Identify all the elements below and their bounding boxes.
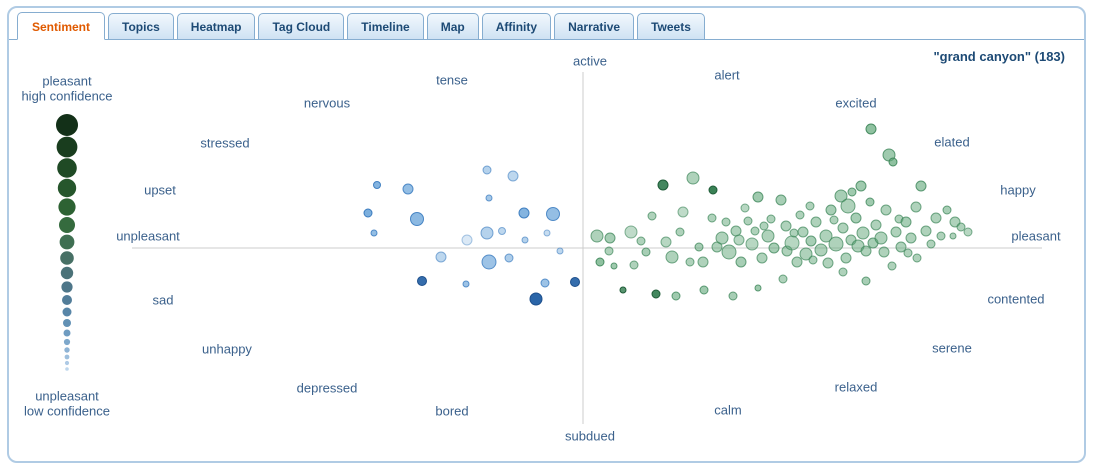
tab-sentiment[interactable]: Sentiment bbox=[17, 12, 106, 40]
tab-tweets[interactable]: Tweets bbox=[637, 13, 705, 40]
tab-topics[interactable]: Topics bbox=[108, 13, 174, 40]
panel: Sentiment Topics Heatmap Tag Cloud Timeline M… bbox=[7, 6, 1086, 463]
tab-narrative[interactable]: Narrative bbox=[554, 13, 635, 40]
tab-heatmap[interactable]: Heatmap bbox=[176, 13, 256, 40]
tab-tag-cloud[interactable]: Tag Cloud bbox=[258, 13, 345, 40]
tab-map[interactable]: Map bbox=[426, 13, 479, 40]
tab-bar: Sentiment Topics Heatmap Tag Cloud Timeline M… bbox=[9, 10, 1084, 40]
tab-timeline[interactable]: Timeline bbox=[347, 13, 424, 40]
query-label: "grand canyon" (183) bbox=[933, 49, 1065, 64]
tab-affinity[interactable]: Affinity bbox=[481, 13, 552, 40]
